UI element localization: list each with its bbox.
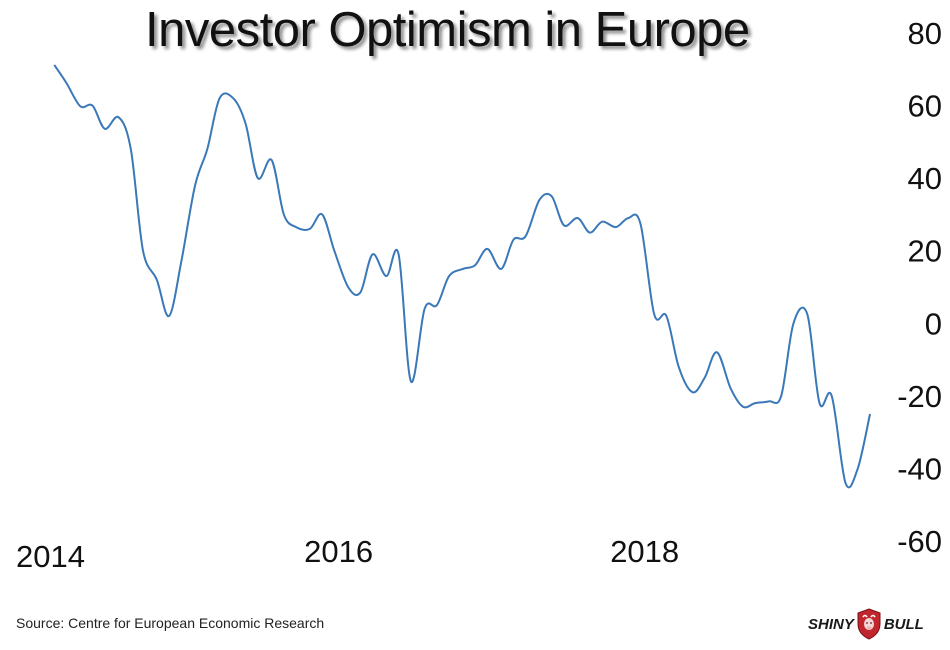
x-tick-label: 2016 [304,534,373,569]
brand-logo: SHINY BULL [808,608,924,640]
y-axis-ticks: 80 60 40 20 0 -20 -40 -60 [897,16,942,559]
y-tick-label: 20 [908,234,942,269]
x-tick-label: 2018 [610,534,679,569]
x-axis-ticks: 2014 2016 2018 [16,534,679,574]
y-tick-label: -60 [897,524,942,559]
bull-emblem-icon [856,608,882,640]
y-tick-label: -20 [897,379,942,414]
y-tick-label: 0 [925,306,942,341]
y-tick-label: 40 [908,161,942,196]
source-note: Source: Centre for European Economic Res… [16,615,325,631]
y-tick-label: 80 [908,16,942,51]
plot-area [53,64,871,489]
series-line-0 [53,64,871,489]
brand-word-left: SHINY [808,615,854,633]
chart-title: Investor Optimism in Europe [145,3,750,57]
x-tick-label: 2014 [16,539,85,574]
brand-word-right: BULL [883,615,924,633]
y-tick-label: -40 [897,451,942,486]
y-tick-label: 60 [908,89,942,124]
